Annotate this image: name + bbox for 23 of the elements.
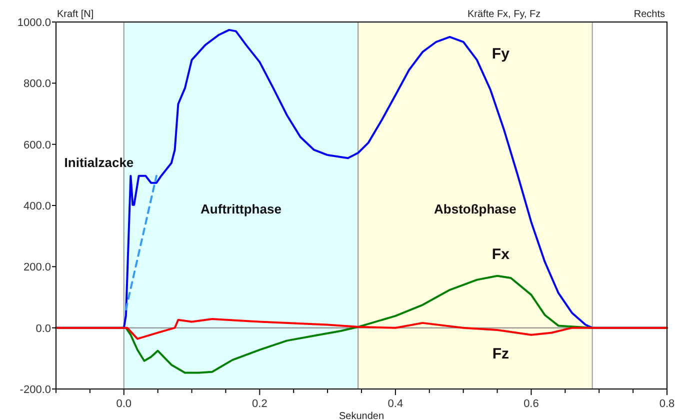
band-label: Abstoßphase xyxy=(434,202,516,216)
x-tick-label: 0.4 xyxy=(388,398,404,410)
x-tick-label: 0.6 xyxy=(524,398,539,410)
series-label: Fy xyxy=(492,46,510,63)
chart-title: Kräfte Fx, Fy, Fz xyxy=(467,9,541,20)
y-tick-label: 600.0 xyxy=(23,139,51,152)
y-tick-label: 800.0 xyxy=(23,78,51,90)
band-label: Auftrittphase xyxy=(200,202,282,216)
x-tick-label: 0.8 xyxy=(659,398,675,410)
series-label: Fx xyxy=(492,246,510,264)
y-tick-label: -200.0 xyxy=(20,384,51,396)
y-axis-title: Kraft [N] xyxy=(57,9,94,20)
line-series xyxy=(55,318,668,340)
x-tick-label: 0.2 xyxy=(252,398,268,410)
y-tick-label: 400.0 xyxy=(23,200,51,212)
x-axis-title: Sekunden xyxy=(338,411,384,420)
y-tick-label: 1000.0 xyxy=(17,17,51,29)
y-tick-label: 200.0 xyxy=(23,262,51,274)
series-label: Fz xyxy=(492,345,510,362)
annotation: Initialzacke xyxy=(64,154,134,170)
chart-subtitle: Rechts xyxy=(634,9,665,20)
x-tick-label: 0.0 xyxy=(116,398,132,410)
y-tick-label: 0.0 xyxy=(36,322,51,335)
